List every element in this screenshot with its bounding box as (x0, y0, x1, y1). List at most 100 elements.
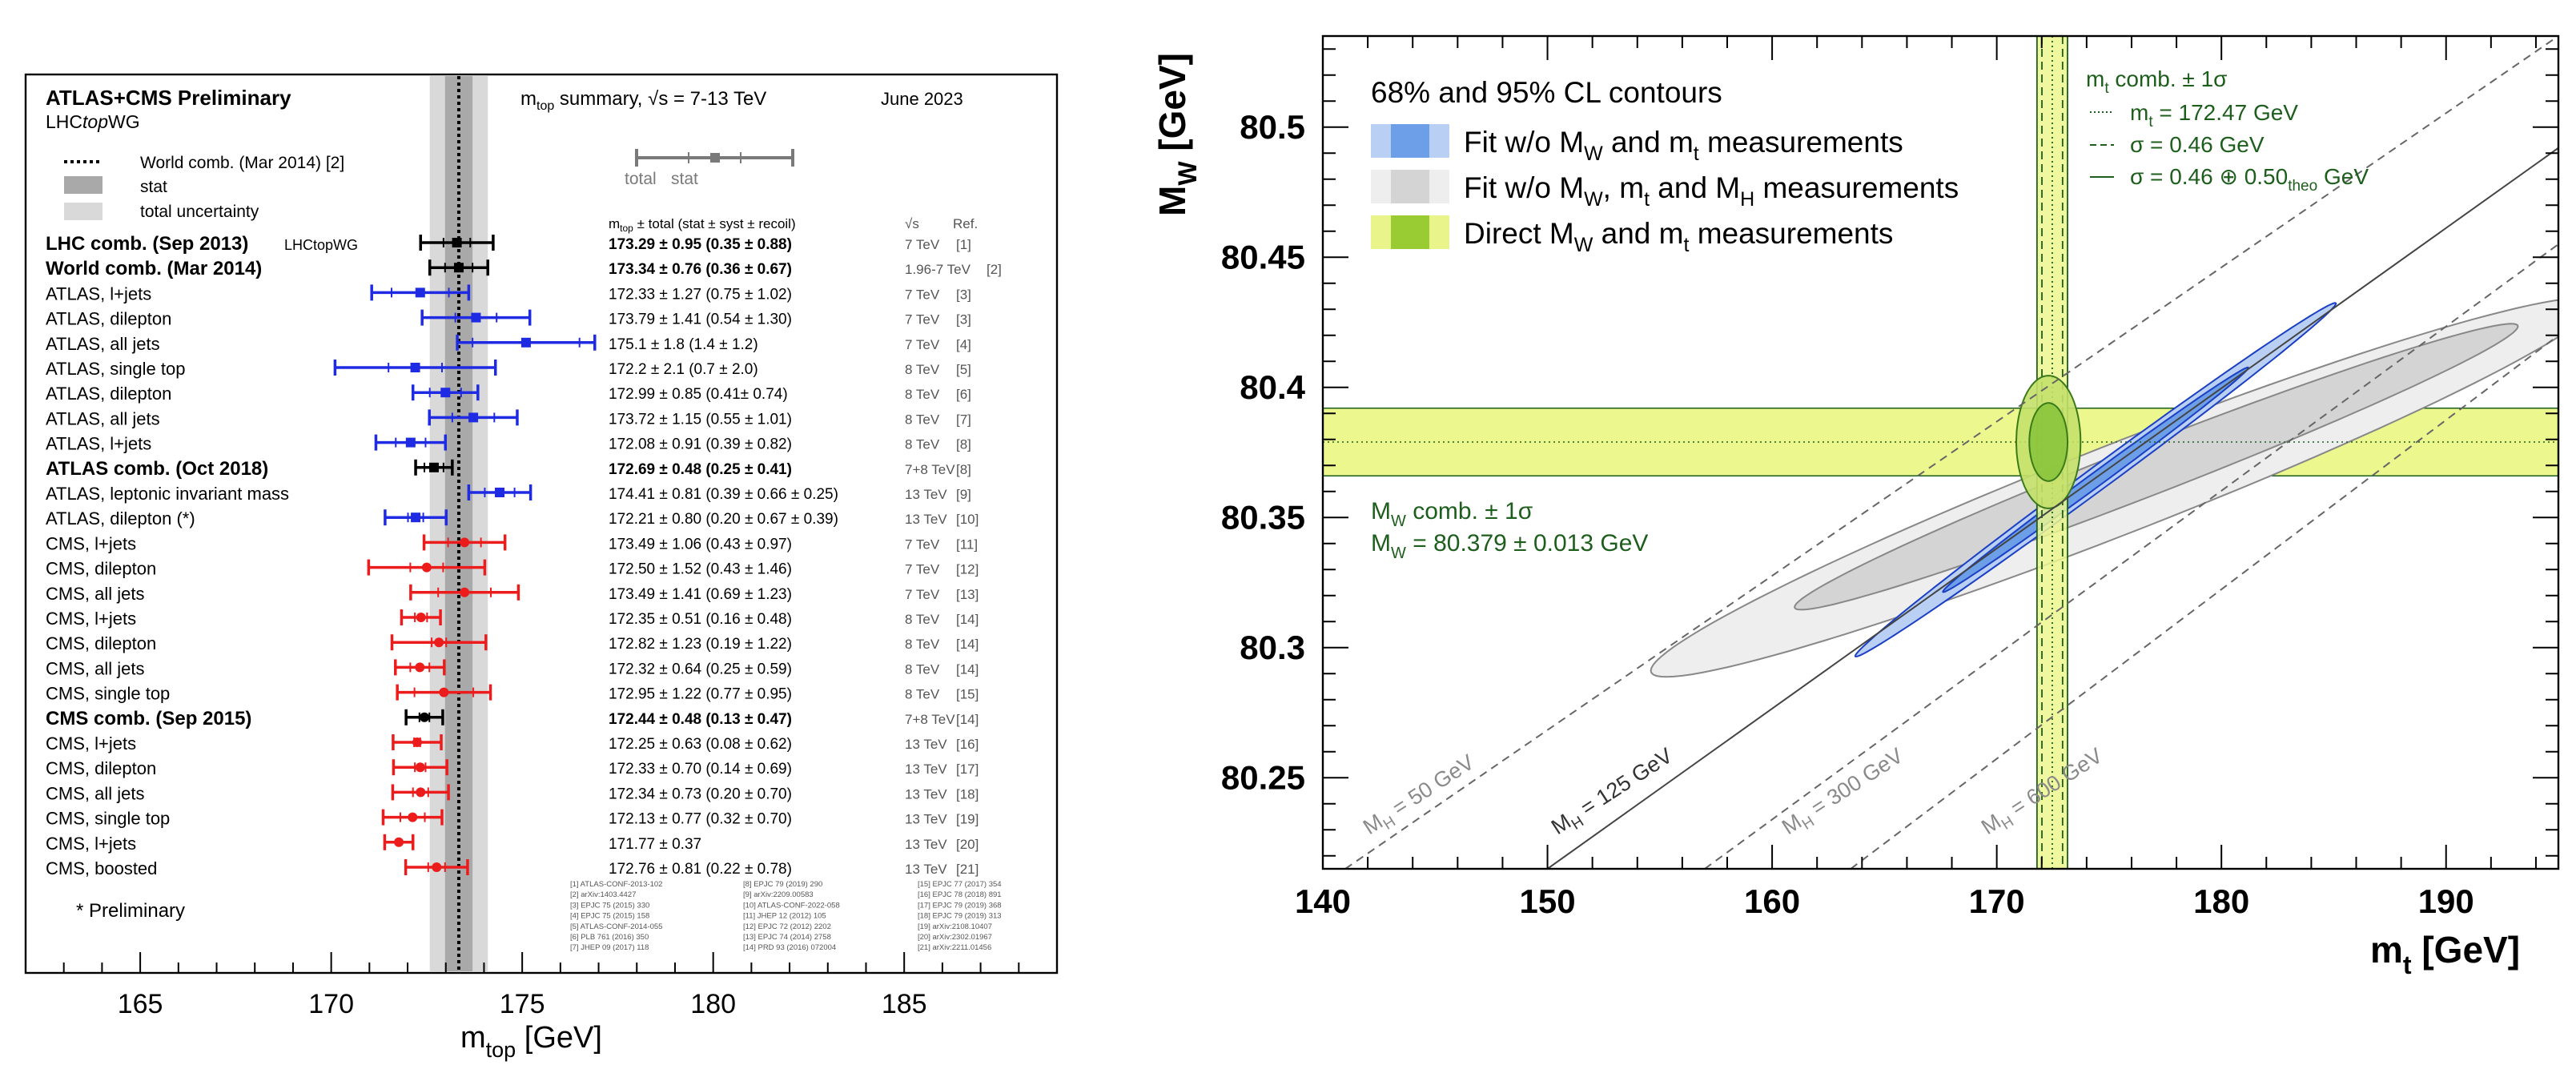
reference-entry: [20] arXiv:2302.01967 (918, 933, 992, 942)
row-marker (468, 412, 479, 423)
row-label: CMS, all jets (46, 584, 144, 604)
row-ref: [14] (956, 637, 979, 652)
row-label: CMS, single top (46, 684, 170, 704)
measurement-row: ATLAS, leptonic invariant mass 174.41 ± 0… (46, 484, 971, 504)
row-marker (452, 238, 462, 247)
row-marker (412, 737, 422, 747)
right-frame (1321, 34, 2560, 870)
row-value-text: 173.79 ± 1.41 (0.54 ± 1.30) (609, 311, 792, 328)
left-frame (24, 73, 1059, 975)
measurement-row: CMS, dilepton 172.82 ± 1.23 (0.19 ± 1.22)… (46, 633, 979, 653)
measurement-row: CMS, boosted 172.76 ± 0.81 (0.22 ± 0.78) 1… (46, 858, 979, 878)
legend-item-green: Direct MW and mt measurements (1371, 215, 1893, 256)
row-label: LHC comb. (Sep 2013) (46, 233, 248, 255)
row-sqrts: 7 TeV (905, 587, 940, 602)
world-stat-band (444, 76, 473, 971)
row-ref: [6] (956, 387, 971, 402)
row-ref: [12] (956, 562, 979, 577)
mt-tick-label: 150 (1520, 882, 1576, 920)
row-value-text: 173.34 ± 0.76 (0.36 ± 0.67) (609, 261, 792, 278)
row-label: ATLAS, l+jets (46, 283, 151, 303)
row-label: ATLAS, all jets (46, 408, 160, 428)
measurement-row: ATLAS, dilepton 172.99 ± 0.85 (0.41± 0.74… (46, 384, 971, 404)
row-ref: [14] (956, 712, 979, 727)
reference-entry: [15] EPJC 77 (2017) 354 (918, 880, 1002, 889)
row-sqrts: 7 TeV (905, 287, 940, 302)
direct-contour-ellipse (2028, 402, 2068, 482)
row-value-text: 172.69 ± 0.48 (0.25 ± 0.41) (609, 461, 792, 478)
mw-comb-title: MW comb. ± 1σ (1371, 498, 1533, 530)
measurement-row: CMS, all jets 172.32 ± 0.64 (0.25 ± 0.59)… (46, 658, 979, 678)
row-marker (495, 488, 505, 497)
legend-stat-label: stat (140, 178, 167, 196)
mtop-tick-label: 180 (690, 989, 736, 1019)
row-marker (439, 687, 449, 697)
mh-125-label: MH = 125 GeV (1547, 743, 1679, 843)
row-marker (416, 787, 426, 798)
mw-comb-value: MW = 80.379 ± 0.013 GeV (1371, 530, 1648, 562)
row-marker (415, 762, 425, 773)
reference-entry: [12] EPJC 72 (2012) 2202 (743, 922, 831, 931)
row-label: CMS, l+jets (46, 834, 136, 854)
reference-entry: [3] EPJC 75 (2015) 330 (570, 901, 649, 910)
mt-tick-label: 190 (2418, 882, 2474, 920)
col-header-sqrts: √s (905, 216, 919, 231)
mtop-axis-title: mtop [GeV] (460, 1021, 602, 1062)
row-marker (434, 637, 444, 648)
row-ref: [17] (956, 762, 979, 777)
row-ref: [11] (956, 537, 978, 552)
reference-entry: [18] EPJC 79 (2019) 313 (918, 912, 1002, 921)
row-label: CMS, dilepton (46, 633, 156, 653)
row-value-text: 175.1 ± 1.8 (1.4 ± 1.2) (609, 336, 758, 353)
row-label: CMS, l+jets (46, 533, 136, 553)
row-ref: [16] (956, 737, 979, 752)
mh-line (1850, 334, 2558, 869)
mw-mt-contour-panel: 140 150 160 170 180 190 80.25 80.3 80.35 80.4 80.4… (1151, 34, 2560, 979)
row-marker (460, 587, 470, 597)
row-value-text: 173.72 ± 1.15 (0.55 ± 1.01) (609, 411, 792, 428)
measurement-row: LHC comb. (Sep 2013) LHCtopWG 173.29 ± 0.9… (46, 233, 971, 255)
measurement-row: CMS, dilepton 172.50 ± 1.52 (0.43 ± 1.46)… (46, 559, 979, 579)
row-value-text: 172.82 ± 1.23 (0.19 ± 1.22) (609, 636, 792, 653)
reference-entry: [7] JHEP 09 (2017) 118 (570, 943, 649, 952)
row-label: ATLAS, leptonic invariant mass (46, 484, 289, 504)
reference-entry: [5] ATLAS-CONF-2014-055 (570, 922, 662, 931)
col-header-ref: Ref. (953, 216, 978, 231)
legend-grey-swatch-inner (1391, 170, 1429, 203)
row-ref: [15] (956, 687, 979, 702)
row-marker (440, 388, 451, 398)
mw-comb-legend: MW comb. ± 1σ MW = 80.379 ± 0.013 GeV (1371, 498, 1648, 562)
row-sqrts: 13 TeV (905, 837, 947, 852)
row-sqrts: 7 TeV (905, 312, 940, 328)
preliminary-note: * Preliminary (76, 900, 185, 922)
measurement-row: CMS, l+jets 172.25 ± 0.63 (0.08 ± 0.62) 13… (46, 733, 979, 754)
row-value-text: 172.34 ± 0.73 (0.20 ± 0.70) (609, 786, 792, 802)
world-comb-band (429, 76, 488, 971)
cl-legend-title: 68% and 95% CL contours (1371, 76, 1722, 109)
row-sqrts: 8 TeV (905, 362, 940, 377)
row-marker (460, 537, 470, 548)
row-sqrts: 8 TeV (905, 612, 940, 627)
measurement-rows: LHC comb. (Sep 2013) LHCtopWG 173.29 ± 0.9… (46, 233, 1002, 878)
row-value-text: 172.25 ± 0.63 (0.08 ± 0.62) (609, 736, 792, 753)
measurement-row: ATLAS, dilepton 173.79 ± 1.41 (0.54 ± 1.3… (46, 309, 971, 329)
row-ref: [21] (956, 862, 979, 877)
row-value-text: 172.21 ± 0.80 (0.20 ± 0.67 ± 0.39) (609, 511, 838, 528)
measurement-row: ATLAS, dilepton (*) 172.21 ± 0.80 (0.20 ±… (46, 508, 979, 528)
reference-entry: [21] arXiv:2211.01456 (918, 943, 991, 952)
mt-tick-label: 180 (2193, 882, 2249, 920)
summary-title: mtop summary, √s = 7-13 TeV (520, 88, 766, 113)
row-sqrts: 13 TeV (905, 786, 947, 802)
row-ref: [5] (956, 362, 971, 377)
row-value-text: 173.49 ± 1.06 (0.43 ± 0.97) (609, 536, 792, 553)
row-marker (416, 613, 426, 622)
row-sqrts: 13 TeV (905, 737, 947, 752)
row-value-text: 172.33 ± 1.27 (0.75 ± 1.02) (609, 286, 792, 303)
row-ref: [4] (956, 337, 971, 352)
row-label: CMS, dilepton (46, 758, 156, 778)
mt-comb-title: mt comb. ± 1σ (2086, 66, 2227, 97)
mt-sigma-exp: σ = 0.46 GeV (2130, 132, 2265, 157)
row-value-text: 172.13 ± 0.77 (0.32 ± 0.70) (609, 811, 792, 828)
row-value-text: 172.50 ± 1.52 (0.43 ± 1.46) (609, 561, 792, 578)
legend-bar-total-label: total (625, 170, 657, 188)
